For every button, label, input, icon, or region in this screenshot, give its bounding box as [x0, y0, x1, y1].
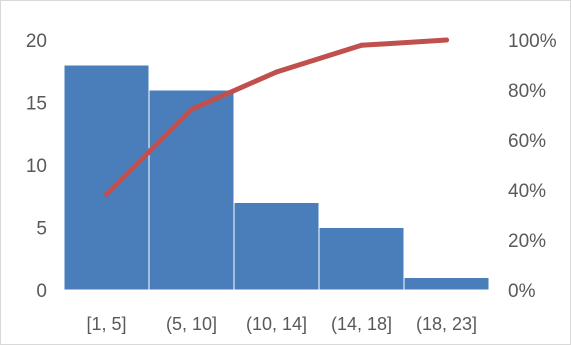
category-label: [1, 5] — [86, 314, 126, 334]
right-axis-tick-label: 0% — [508, 281, 536, 302]
right-axis-tick-label: 20% — [508, 231, 546, 252]
left-axis-tick-label: 0 — [36, 281, 47, 302]
right-axis-tick-label: 40% — [508, 181, 546, 202]
category-label: (5, 10] — [166, 314, 217, 334]
bar — [403, 277, 490, 291]
category-axis: [1, 5] (5, 10] (10, 14] (14, 18] (18, 23] — [86, 314, 477, 334]
bar-series — [63, 64, 490, 291]
left-axis-tick-label: 20 — [26, 31, 47, 52]
right-axis-tick-label: 100% — [508, 31, 557, 52]
bar — [148, 89, 235, 291]
line-point — [444, 37, 449, 43]
right-axis-tick-label: 60% — [508, 131, 546, 152]
right-axis: 0% 20% 40% 60% 80% 100% — [508, 31, 557, 302]
left-axis-tick-label: 5 — [36, 219, 47, 240]
left-axis-tick-label: 10 — [26, 156, 47, 177]
bar — [318, 227, 405, 291]
cumulative-line-series — [104, 37, 449, 197]
line-point — [359, 42, 364, 48]
line-point — [189, 106, 194, 112]
left-axis: 0 5 10 15 20 — [26, 31, 47, 302]
bar — [233, 202, 320, 291]
bar — [63, 64, 150, 291]
line-point — [104, 191, 109, 197]
category-label: (18, 23] — [416, 314, 477, 334]
line-point — [274, 69, 279, 75]
right-axis-tick-label: 80% — [508, 81, 546, 102]
category-label: (10, 14] — [246, 314, 307, 334]
left-axis-tick-label: 15 — [26, 94, 47, 115]
category-label: (14, 18] — [331, 314, 392, 334]
